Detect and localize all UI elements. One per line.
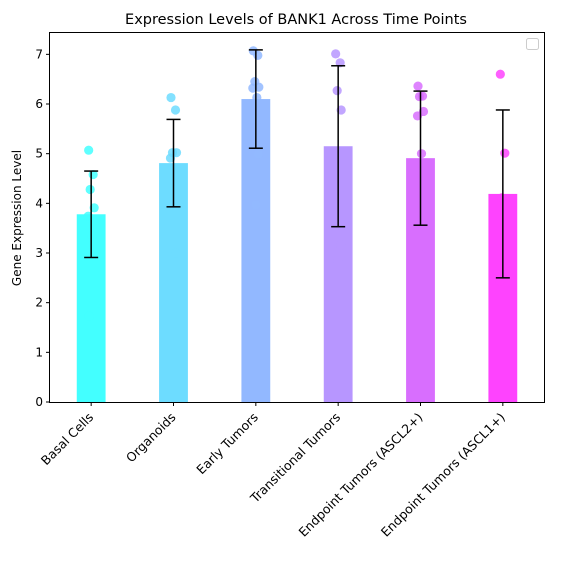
y-tick-label: 5 — [35, 147, 43, 161]
data-point — [251, 200, 261, 210]
data-point — [416, 149, 427, 159]
data-point — [170, 105, 181, 115]
data-point — [252, 92, 262, 103]
data-point — [413, 81, 423, 91]
data-point — [84, 311, 94, 321]
data-point — [166, 92, 176, 103]
data-point — [336, 240, 346, 250]
data-point — [497, 193, 507, 203]
data-point — [331, 49, 341, 59]
y-tick-label: 6 — [35, 97, 43, 111]
data-point — [414, 257, 424, 268]
data-point — [169, 176, 180, 186]
y-tick-label: 1 — [35, 345, 43, 359]
data-point — [253, 149, 263, 159]
y-tick-label: 3 — [35, 246, 43, 260]
data-point — [500, 148, 510, 158]
data-point — [495, 69, 505, 79]
legend-box — [526, 38, 539, 50]
y-tick-label: 2 — [35, 296, 43, 310]
data-point — [171, 248, 181, 258]
plot-frame — [49, 32, 545, 403]
data-point — [333, 256, 343, 266]
data-point — [332, 86, 342, 96]
y-tick-label: 4 — [35, 196, 43, 210]
data-point — [415, 249, 426, 260]
y-tick-label: 0 — [35, 395, 43, 409]
data-point — [413, 189, 424, 199]
data-point — [334, 186, 344, 196]
chart-title: Expression Levels of BANK1 Across Time P… — [125, 12, 467, 28]
y-tick-label: 7 — [35, 47, 43, 61]
data-point — [414, 91, 425, 102]
bar-3 — [241, 99, 271, 403]
data-point — [331, 221, 341, 231]
y-axis-label: Gene Expression Level — [10, 150, 24, 286]
data-point — [85, 184, 95, 195]
data-point — [84, 145, 94, 155]
data-point — [253, 50, 263, 60]
data-point — [87, 231, 97, 241]
data-point — [166, 203, 177, 213]
data-point — [249, 114, 259, 124]
